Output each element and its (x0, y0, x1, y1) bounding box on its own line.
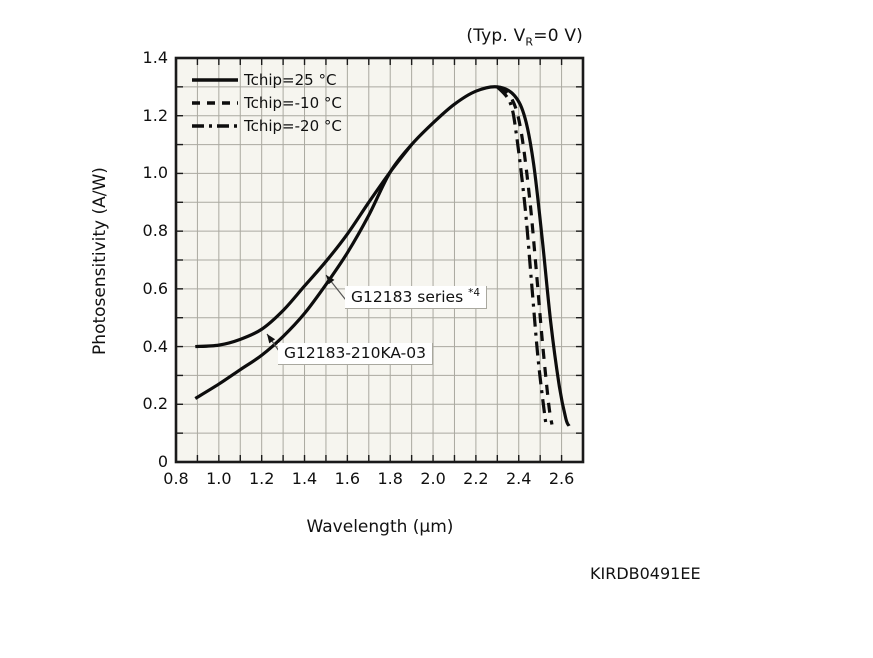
y-tick-label: 1.0 (142, 163, 168, 183)
y-tick-label: 1.4 (142, 48, 168, 67)
x-tick-label: 1.2 (248, 469, 275, 488)
x-axis-title: Wavelength (μm) (306, 517, 454, 537)
legend-item-25c: Tchip=25 °C (191, 68, 342, 91)
document-number: KIRDB0491EE (590, 564, 701, 583)
condition-label: (Typ. VR=0 V) (466, 26, 583, 49)
x-tick-label: 2.0 (420, 469, 446, 488)
legend-item-minus20c: Tchip=-20 °C (191, 114, 342, 137)
subscript-r: R (525, 35, 534, 49)
x-tick-label: 1.4 (291, 469, 318, 488)
y-tick-label: 0 (157, 452, 168, 471)
x-tick-label: 1.0 (206, 469, 232, 488)
annotation-g12183-series: G12183 series *4 (345, 286, 488, 310)
x-tick-label: 2.4 (506, 469, 532, 488)
x-tick-label: 1.6 (334, 469, 361, 488)
legend-label: Tchip=-20 °C (244, 116, 342, 135)
x-tick-label: 2.6 (548, 469, 575, 488)
x-tick-label: 1.8 (377, 469, 403, 488)
legend-line-dashdot-icon (192, 123, 238, 128)
legend-item-minus10c: Tchip=-10 °C (191, 91, 342, 114)
annotation-g12183-210ka-03: G12183-210KA-03 (278, 343, 433, 365)
legend-line-solid-icon (192, 77, 238, 82)
y-tick-label: 1.2 (142, 105, 168, 125)
y-tick-label: 0.4 (142, 336, 168, 356)
y-tick-label: 0.8 (142, 221, 168, 241)
x-tick-label: 2.2 (463, 469, 489, 488)
y-axis-title: Photosensitivity (A/W) (90, 167, 110, 355)
legend-label: Tchip=-10 °C (244, 93, 342, 112)
x-tick-label: 0.8 (163, 469, 189, 488)
legend-label: Tchip=25 °C (244, 70, 337, 89)
legend: Tchip=25 °C Tchip=-10 °C Tchip=-20 °C (191, 68, 342, 137)
y-tick-label: 0.2 (142, 394, 168, 414)
y-tick-label: 0.6 (142, 278, 168, 298)
legend-line-dashed-icon (192, 100, 238, 105)
